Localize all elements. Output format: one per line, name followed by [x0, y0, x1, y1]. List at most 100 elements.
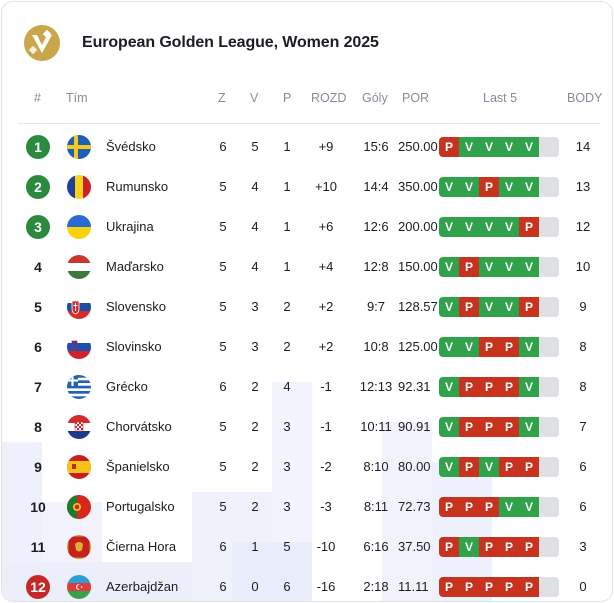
table-row[interactable]: 3 Ukrajina 5 4 1 +6 12:6 200.00 V V V V P 12 — [2, 207, 612, 247]
col-points[interactable]: BODY — [567, 91, 603, 105]
col-rank[interactable]: # — [34, 91, 41, 105]
goals-value: 12:13 — [359, 379, 393, 394]
goals-value: 14:4 — [363, 179, 389, 194]
form-result-loss: P — [439, 497, 459, 517]
team-name[interactable]: Slovinsko — [106, 339, 162, 354]
rank-badge: 1 — [26, 135, 50, 159]
team-name[interactable]: Maďarsko — [106, 259, 164, 274]
played-value: 6 — [219, 139, 227, 154]
points-value: 6 — [579, 499, 587, 514]
col-ratio[interactable]: POR — [402, 91, 430, 105]
table-row[interactable]: 11 Čierna Hora 6 1 5 -10 6:16 37.50 P V P P P 3 — [2, 527, 612, 567]
form-result-loss: P — [499, 377, 519, 397]
losses-value: 3 — [283, 499, 291, 514]
col-difference[interactable]: ROZD — [311, 91, 347, 105]
ratio-value: 200.00 — [398, 219, 438, 234]
form-result-win: V — [499, 257, 519, 277]
form-result-loss: P — [519, 217, 539, 237]
table-row[interactable]: 4 Maďarsko 5 4 1 +4 12:8 150.00 V P V V V 10 — [2, 247, 612, 287]
rank-badge: 10 — [30, 499, 46, 515]
col-played[interactable]: Z — [218, 91, 226, 105]
losses-value: 2 — [283, 299, 291, 314]
form-result-loss: P — [479, 337, 499, 357]
goals-value: 10:11 — [360, 419, 392, 434]
form-result-loss: P — [459, 577, 479, 597]
table-row[interactable]: 7 Grécko 6 2 4 -1 12:13 92.31 V P P P V 8 — [2, 367, 612, 407]
slovenia-flag-icon — [67, 335, 91, 359]
wins-value: 5 — [251, 139, 259, 154]
points-value: 14 — [575, 139, 591, 154]
slovakia-flag-icon — [67, 295, 91, 319]
col-goals[interactable]: Góly — [362, 91, 388, 105]
form-result-win: V — [499, 217, 519, 237]
table-row[interactable]: 10 Portugalsko 5 2 3 -3 8:11 72.73 P P P V V 6 — [2, 487, 612, 527]
table-row[interactable]: 5 Slovensko 5 3 2 +2 9:7 128.57 V P V V P 9 — [2, 287, 612, 327]
played-value: 5 — [219, 179, 227, 194]
form-result-loss: P — [479, 177, 499, 197]
form-result-win: V — [519, 377, 539, 397]
col-last5[interactable]: Last 5 — [483, 91, 518, 105]
team-name[interactable]: Švédsko — [106, 139, 156, 154]
form-result-loss: P — [459, 377, 479, 397]
table-row[interactable]: 2 Rumunsko 5 4 1 +10 14:4 350.00 V V P V V 13 — [2, 167, 612, 207]
team-name[interactable]: Chorvátsko — [106, 419, 172, 434]
table-row[interactable]: 1 Švédsko 6 5 1 +9 15:6 250.00 P V V V V 14 — [2, 127, 612, 167]
form-result-win: V — [459, 217, 479, 237]
standings-table: 1 Švédsko 6 5 1 +9 15:6 250.00 P V V V V 14 2 Rumunsko 5… — [2, 127, 612, 601]
table-row[interactable]: 12 Azerbajdžan 6 0 6 -16 2:18 11.11 P P P P P 0 — [2, 567, 612, 601]
goals-value: 10:8 — [363, 339, 389, 354]
table-row[interactable]: 9 Španielsko 5 2 3 -2 8:10 80.00 V P V P P 6 — [2, 447, 612, 487]
form-result-win: V — [499, 177, 519, 197]
form-result-win: V — [519, 417, 539, 437]
played-value: 5 — [219, 219, 227, 234]
team-name[interactable]: Azerbajdžan — [106, 579, 179, 594]
team-name[interactable]: Portugalsko — [106, 499, 175, 514]
team-name[interactable]: Španielsko — [106, 459, 170, 474]
form-result-loss: P — [479, 497, 499, 517]
table-row[interactable]: 6 Slovinsko 5 3 2 +2 10:8 125.00 V V P P V 8 — [2, 327, 612, 367]
played-value: 5 — [219, 459, 227, 474]
form-result-win: V — [499, 137, 519, 157]
wins-value: 4 — [251, 179, 259, 194]
points-value: 8 — [579, 379, 587, 394]
col-wins[interactable]: V — [250, 91, 259, 105]
wins-value: 0 — [251, 579, 259, 594]
wins-value: 2 — [251, 419, 259, 434]
team-name[interactable]: Rumunsko — [106, 179, 169, 194]
team-name[interactable]: Ukrajina — [106, 219, 154, 234]
form-result-win: V — [519, 137, 539, 157]
header-divider — [18, 123, 600, 124]
difference-value: +2 — [318, 339, 334, 354]
wins-value: 1 — [251, 539, 259, 554]
form-result-win: V — [439, 217, 459, 237]
points-value: 0 — [579, 579, 587, 594]
form-result-win: V — [459, 177, 479, 197]
rank-badge: 9 — [34, 459, 42, 475]
rank-badge: 11 — [30, 539, 46, 555]
col-losses[interactable]: P — [283, 91, 292, 105]
team-name[interactable]: Slovensko — [106, 299, 166, 314]
table-header: # Tím Z V P ROZD Góly POR Last 5 BODY — [2, 88, 612, 110]
table-row[interactable]: 8 Chorvátsko 5 2 3 -1 10:11 90.91 V P P P V 7 — [2, 407, 612, 447]
team-name[interactable]: Čierna Hora — [106, 539, 177, 554]
form-result-loss: P — [459, 297, 479, 317]
ratio-value: 90.91 — [398, 419, 431, 434]
points-value: 9 — [579, 299, 587, 314]
team-name[interactable]: Grécko — [106, 379, 148, 394]
form-result-win: V — [439, 377, 459, 397]
difference-value: +10 — [314, 179, 338, 194]
points-value: 12 — [575, 219, 591, 234]
played-value: 6 — [219, 379, 227, 394]
losses-value: 1 — [283, 139, 291, 154]
form-result-loss: P — [519, 577, 539, 597]
col-team[interactable]: Tím — [66, 91, 88, 105]
losses-value: 2 — [283, 339, 291, 354]
